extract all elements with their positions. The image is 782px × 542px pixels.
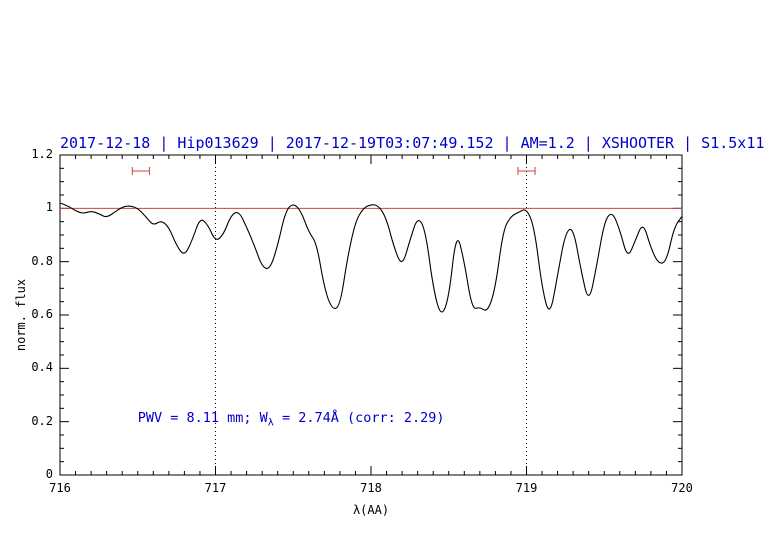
x-tick-label: 718 <box>360 481 382 495</box>
x-tick-label: 716 <box>49 481 71 495</box>
pwv-annotation: PWV = 8.11 mm; Wλ = 2.74Å (corr: 2.29) <box>138 410 445 429</box>
lambda-subscript: λ <box>267 417 274 429</box>
pwv-annotation-text: PWV = 8.11 mm; W <box>137 410 268 426</box>
y-tick-label: 0.4 <box>31 360 53 375</box>
spectrum-line <box>59 202 683 313</box>
y-tick-label: 1 <box>45 200 53 215</box>
y-tick-label: 1.2 <box>31 147 53 161</box>
pwv-annotation-text-cont: = 2.74Å (corr: 2.29) <box>273 410 445 426</box>
y-tick-label: 0.2 <box>31 413 53 428</box>
x-tick-label: 717 <box>204 481 227 495</box>
x-axis-label: λ(AA) <box>352 503 390 517</box>
y-tick-label: 0.6 <box>31 307 53 321</box>
figure-title: 2017-12-18 | Hip013629 | 2017-12-19T03:0… <box>60 134 765 152</box>
y-tick-label: 0 <box>45 467 53 481</box>
y-tick-label: 0.8 <box>31 253 53 268</box>
x-tick-label: 719 <box>515 481 538 495</box>
x-tick-label: 720 <box>671 481 693 495</box>
